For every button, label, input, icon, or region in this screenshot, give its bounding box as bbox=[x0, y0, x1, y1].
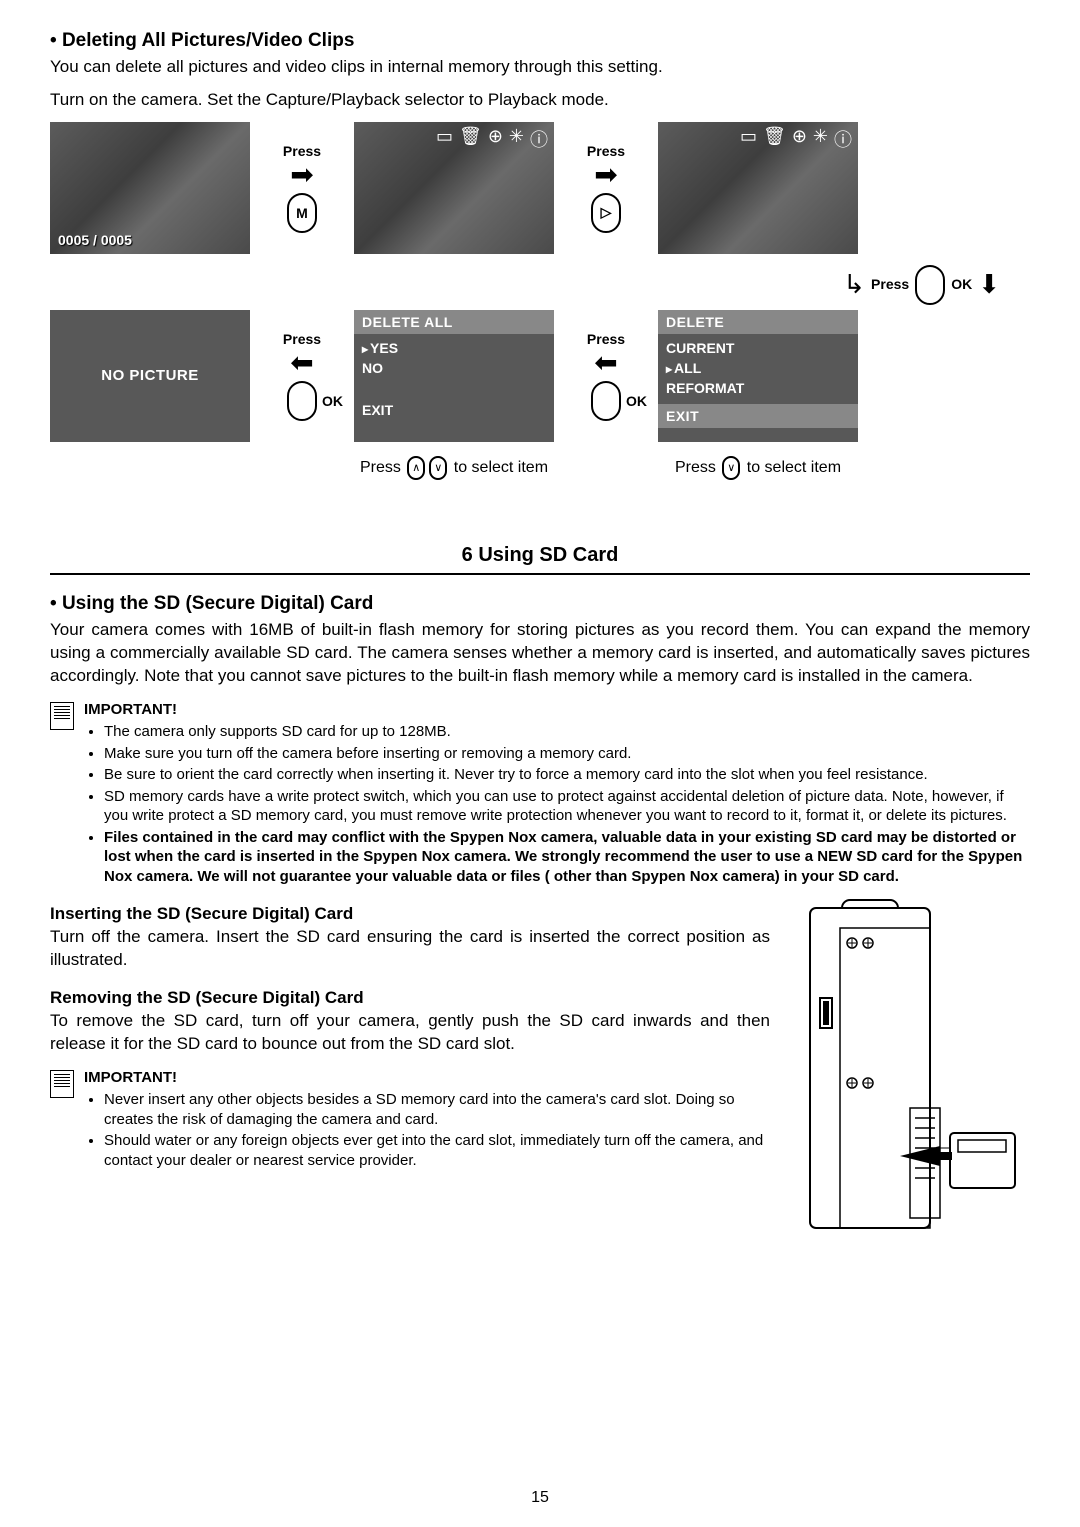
menu-button[interactable]: M bbox=[287, 193, 317, 233]
arrow-right-icon: ➡ bbox=[290, 161, 313, 189]
arrow-down-right-icon: ↳ bbox=[843, 269, 865, 300]
press-label: Press bbox=[283, 331, 321, 347]
trash-icon: 🗑 bbox=[459, 126, 482, 152]
screen-no-picture: NO PICTURE bbox=[50, 310, 250, 442]
deleting-instruction: Turn on the camera. Set the Capture/Play… bbox=[50, 89, 1030, 112]
menu-item-current[interactable]: CURRENT bbox=[666, 340, 850, 356]
inserting-title: Inserting the SD (Secure Digital) Card bbox=[50, 904, 770, 924]
caption-select-item-2: Press ∨ to select item bbox=[658, 456, 858, 480]
list-item: Never insert any other objects besides a… bbox=[104, 1090, 770, 1129]
page-number: 15 bbox=[531, 1489, 549, 1507]
inserting-body: Turn off the camera. Insert the SD card … bbox=[50, 926, 770, 972]
list-item: Files contained in the card may conflict… bbox=[104, 828, 1030, 887]
note-icon bbox=[50, 1070, 74, 1098]
arrow-down-icon: ⬇ bbox=[978, 269, 1000, 300]
ok-button[interactable] bbox=[591, 381, 621, 421]
note-icon bbox=[50, 702, 74, 730]
trash-icon: 🗑 bbox=[763, 126, 786, 152]
info-icon: ⓘ bbox=[834, 126, 852, 152]
chapter-title: 6 Using SD Card bbox=[50, 544, 1030, 575]
removing-body: To remove the SD card, turn off your cam… bbox=[50, 1010, 770, 1056]
menu-item-no[interactable]: NO bbox=[362, 360, 546, 376]
play-button[interactable]: ▷ bbox=[591, 193, 621, 233]
mode-icon: ▭ bbox=[436, 126, 453, 152]
caption-select-item-1: Press ∧∨ to select item bbox=[354, 456, 554, 480]
list-item: SD memory cards have a write protect swi… bbox=[104, 787, 1030, 826]
brightness-icon: ✳ bbox=[509, 126, 524, 152]
list-item: Be sure to orient the card correctly whe… bbox=[104, 765, 1030, 785]
mode-icon: ▭ bbox=[740, 126, 757, 152]
important-title: IMPORTANT! bbox=[84, 1068, 770, 1088]
menu-item-exit[interactable]: EXIT bbox=[658, 404, 858, 428]
press-label: Press bbox=[587, 143, 625, 159]
important-box-1: IMPORTANT! The camera only supports SD c… bbox=[50, 700, 1030, 889]
ok-button[interactable] bbox=[287, 381, 317, 421]
zoom-icon: ⊕ bbox=[792, 126, 807, 152]
sd-card-illustration bbox=[790, 888, 1030, 1253]
ok-button[interactable] bbox=[915, 265, 945, 305]
list-item: Should water or any foreign objects ever… bbox=[104, 1131, 770, 1170]
arrow-left-icon: ⬅ bbox=[290, 349, 313, 377]
arrow-right-icon: ➡ bbox=[594, 161, 617, 189]
using-sd-title: Using the SD (Secure Digital) Card bbox=[50, 593, 1030, 615]
zoom-icon: ⊕ bbox=[488, 126, 503, 152]
screen-playback-icons-2: ▭ 🗑 ⊕ ✳ ⓘ bbox=[658, 122, 858, 254]
delete-flow-diagram: 0005 / 0005 Press ➡ M ▭ 🗑 ⊕ ✳ ⓘ Press ➡ … bbox=[50, 122, 1030, 480]
menu-item-yes[interactable]: YES bbox=[362, 340, 546, 356]
list-item: The camera only supports SD card for up … bbox=[104, 722, 1030, 742]
important-box-2: IMPORTANT! Never insert any other object… bbox=[50, 1068, 770, 1173]
menu-header-delete: DELETE bbox=[658, 310, 858, 334]
screen-delete-menu: DELETE CURRENT ALL REFORMAT EXIT bbox=[658, 310, 858, 442]
menu-header-delete-all: DELETE ALL bbox=[354, 310, 554, 334]
deleting-title: Deleting All Pictures/Video Clips bbox=[50, 30, 1030, 52]
photo-counter: 0005 / 0005 bbox=[58, 232, 132, 248]
screen-playback-icons-1: ▭ 🗑 ⊕ ✳ ⓘ bbox=[354, 122, 554, 254]
press-label: Press bbox=[871, 276, 909, 292]
screen-playback-photo: 0005 / 0005 bbox=[50, 122, 250, 254]
list-item: Make sure you turn off the camera before… bbox=[104, 744, 1030, 764]
press-label: Press bbox=[283, 143, 321, 159]
press-label: Press bbox=[587, 331, 625, 347]
screen-delete-all-menu: DELETE ALL YES NO EXIT bbox=[354, 310, 554, 442]
important-title: IMPORTANT! bbox=[84, 700, 1030, 720]
menu-item-all[interactable]: ALL bbox=[666, 360, 850, 376]
menu-item-exit[interactable]: EXIT bbox=[362, 402, 546, 418]
removing-title: Removing the SD (Secure Digital) Card bbox=[50, 988, 770, 1008]
brightness-icon: ✳ bbox=[813, 126, 828, 152]
arrow-left-icon: ⬅ bbox=[594, 349, 617, 377]
ok-label: OK bbox=[951, 276, 972, 292]
using-sd-body: Your camera comes with 16MB of built-in … bbox=[50, 619, 1030, 688]
info-icon: ⓘ bbox=[530, 126, 548, 152]
menu-item-reformat[interactable]: REFORMAT bbox=[666, 380, 850, 396]
deleting-intro: You can delete all pictures and video cl… bbox=[50, 56, 1030, 79]
